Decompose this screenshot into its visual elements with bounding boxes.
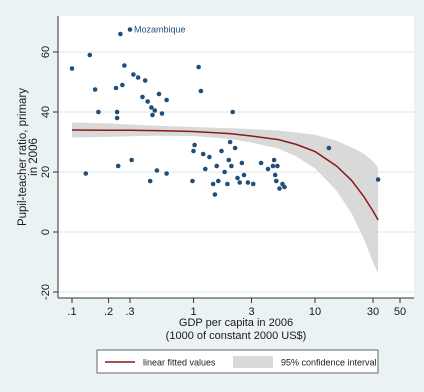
axes <box>57 16 414 299</box>
data-point <box>235 175 240 181</box>
data-point <box>96 109 101 115</box>
data-point <box>83 171 89 176</box>
data-point <box>147 178 153 184</box>
x-tick-label: 3 <box>248 306 254 318</box>
legend-swatch-confidence-band <box>233 356 273 368</box>
data-point <box>131 72 136 77</box>
data-point <box>122 63 127 68</box>
data-point <box>219 148 224 154</box>
x-tick-label: .2 <box>104 306 113 318</box>
data-point <box>164 97 169 103</box>
x-tick-label: 30 <box>367 306 379 318</box>
x-ticks: .1 .2 .3 1 3 10 30 50 <box>67 298 406 318</box>
x-tick-label: 10 <box>309 306 321 318</box>
data-points <box>69 27 381 197</box>
x-tick-label: .1 <box>67 306 76 318</box>
y-ticks: -20 0 20 40 60 <box>40 46 58 300</box>
data-point <box>222 169 227 175</box>
data-point <box>375 177 381 182</box>
data-point <box>326 145 332 151</box>
y-axis-label-line-2: in 2006 <box>28 138 40 176</box>
data-point <box>277 186 282 191</box>
data-point <box>127 27 133 32</box>
y-axis-label-line-1: Pupil-teacher ratio, primary <box>17 88 29 226</box>
data-point <box>198 88 204 94</box>
data-point <box>118 31 123 37</box>
data-point <box>145 99 150 104</box>
data-point <box>274 178 279 184</box>
y-tick-label: 20 <box>40 166 52 178</box>
data-point <box>258 160 264 166</box>
data-point <box>142 78 148 83</box>
data-point <box>190 178 195 184</box>
data-point <box>203 166 208 172</box>
y-tick-label: 0 <box>40 229 52 235</box>
data-point <box>69 66 75 71</box>
data-point <box>207 154 212 160</box>
data-point <box>227 139 233 145</box>
y-tick-label: -20 <box>40 284 52 300</box>
data-point <box>200 151 206 157</box>
data-point <box>282 184 287 190</box>
data-point <box>192 142 197 148</box>
data-point <box>250 181 256 187</box>
data-point <box>212 192 218 197</box>
data-point <box>115 163 121 169</box>
data-point <box>156 91 162 97</box>
data-point <box>216 178 221 184</box>
data-point <box>226 157 232 163</box>
annotation-label: Mozambique <box>134 25 186 35</box>
y-tick-label: 60 <box>40 46 52 58</box>
data-point <box>230 109 235 115</box>
data-point <box>275 163 280 169</box>
data-point <box>114 109 120 115</box>
data-point <box>114 115 120 121</box>
data-point <box>232 145 238 151</box>
data-point <box>164 171 169 176</box>
data-point <box>159 111 165 116</box>
legend-label-fit-line: linear fitted values <box>143 358 216 368</box>
data-point <box>272 172 278 178</box>
data-point <box>241 172 247 178</box>
data-point <box>154 168 160 173</box>
x-tick-label: 50 <box>394 306 406 318</box>
data-point <box>239 160 245 166</box>
data-point <box>87 52 93 58</box>
x-tick-label: .3 <box>125 306 134 318</box>
data-point <box>245 180 251 185</box>
data-point <box>92 87 98 92</box>
data-point <box>120 82 125 88</box>
data-point <box>149 105 154 110</box>
data-point <box>140 94 145 100</box>
data-point <box>135 75 141 80</box>
data-point <box>129 157 134 163</box>
data-point <box>191 148 196 154</box>
x-axis-label-line-2: (1000 of constant 2000 US$) <box>166 330 307 342</box>
x-axis-label-line-1: GDP per capita in 2006 <box>179 317 293 329</box>
legend: linear fitted values 95% confidence inte… <box>96 349 379 374</box>
fitted-line <box>71 129 379 221</box>
legend-label-confidence-band: 95% confidence interval <box>281 358 377 368</box>
data-point <box>152 108 158 113</box>
data-point <box>196 64 201 70</box>
data-point <box>270 163 276 169</box>
x-tick-label: 1 <box>190 306 196 318</box>
data-point <box>150 112 155 118</box>
data-point <box>210 181 216 187</box>
data-point <box>271 157 277 163</box>
data-point <box>229 163 234 169</box>
annotations: Mozambique <box>134 25 186 35</box>
data-point <box>237 180 242 185</box>
y-tick-label: 40 <box>40 106 52 118</box>
data-point <box>225 181 230 187</box>
data-point <box>265 166 271 172</box>
data-point <box>214 163 219 169</box>
data-point <box>113 85 119 91</box>
